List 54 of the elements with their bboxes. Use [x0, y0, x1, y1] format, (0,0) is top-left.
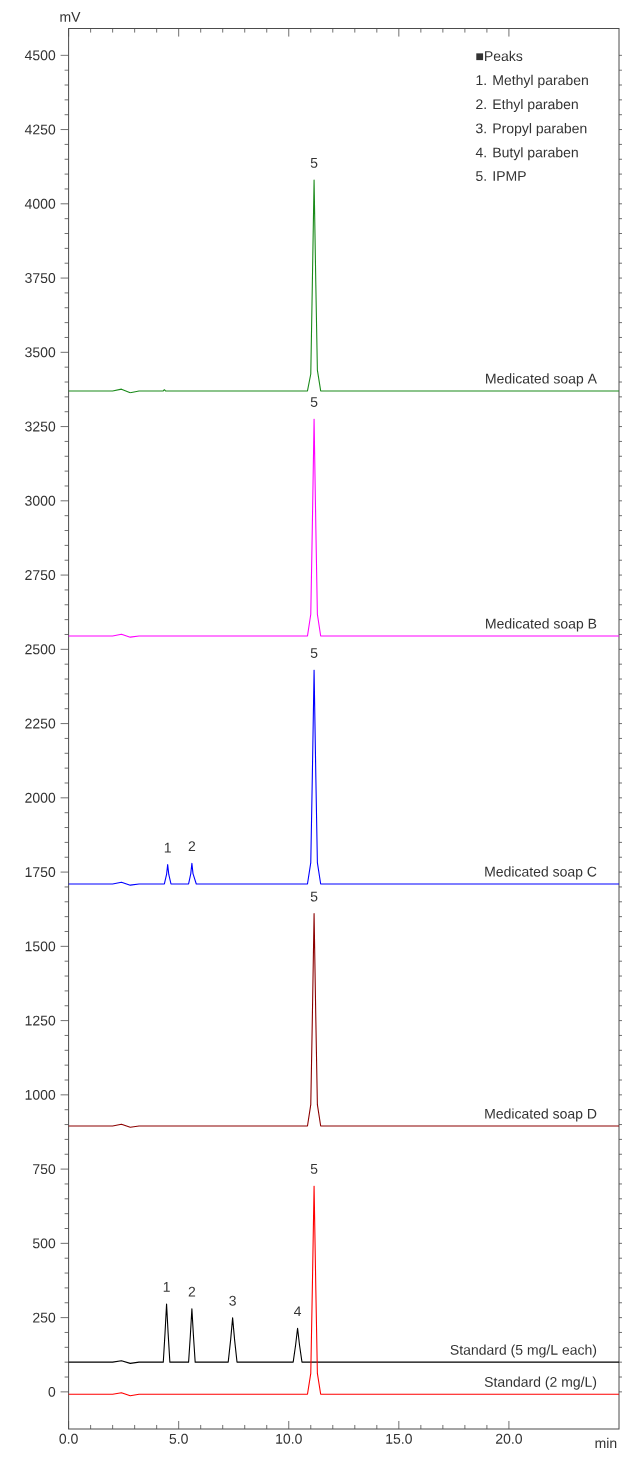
x-axis-title: min: [595, 1437, 617, 1448]
annotation: 5: [310, 648, 318, 658]
line-series: [68, 418, 619, 638]
x-tick-label: 5.0: [169, 1433, 188, 1444]
y-tick-label: 1500: [25, 941, 56, 952]
y-tick-label: 2000: [25, 792, 56, 803]
x-tick-label: 10.0: [276, 1433, 302, 1444]
y-tick-label: 4500: [24, 50, 56, 61]
line-series: [68, 179, 619, 394]
annotation: 4: [293, 1306, 302, 1317]
y-tick-label: 3750: [25, 273, 56, 284]
annotation: 5: [310, 397, 318, 407]
y-tick-label: 1250: [25, 1015, 56, 1026]
y-axis-title: mV: [60, 12, 81, 22]
annotation: 1: [163, 1282, 170, 1292]
annotation: 3. Propyl paraben: [475, 123, 587, 137]
x-tick-label: 15.0: [386, 1433, 412, 1444]
line-series: [68, 669, 619, 886]
series-label: Medicated soap B: [486, 618, 597, 632]
annotation: 5. IPMP: [476, 171, 526, 181]
y-tick-label: 4000: [24, 198, 56, 209]
y-tick-label: 1000: [25, 1089, 56, 1100]
line-series: [68, 913, 619, 1128]
series-label: Standard (5 mg/L each): [450, 1344, 597, 1358]
annotation: 5: [310, 1164, 318, 1174]
y-tick-label: 2500: [25, 644, 56, 655]
y-tick-label: 500: [32, 1238, 56, 1249]
y-tick-label: 3250: [25, 421, 56, 432]
annotation: 2: [188, 841, 196, 851]
annotation: ■Peaks: [476, 50, 523, 62]
line-series: [68, 1185, 619, 1397]
x-tick-label: 20.0: [496, 1433, 522, 1444]
y-tick-label: 250: [33, 1312, 56, 1323]
x-tick-label: 0.0: [59, 1433, 78, 1444]
y-tick-label: 3000: [25, 495, 56, 506]
annotation: 5: [310, 158, 318, 168]
series-label: Medicated soap A: [486, 373, 597, 387]
series-label: Medicated soap C: [485, 866, 597, 880]
annotation: 5: [310, 891, 318, 902]
annotation: 1. Methyl paraben: [476, 74, 588, 88]
y-tick-label: 2250: [25, 718, 56, 729]
annotation: 4. Butyl paraben: [475, 147, 578, 161]
y-tick-label: 0: [48, 1386, 56, 1397]
annotation: 2. Ethyl paraben: [476, 98, 578, 112]
series-label: Standard (2 mg/L): [484, 1376, 597, 1390]
y-tick-label: 2750: [25, 570, 56, 581]
annotation: 1: [164, 842, 171, 853]
annotation: 2: [188, 1286, 196, 1297]
y-tick-label: 750: [33, 1164, 56, 1175]
y-tick-label: 1750: [25, 867, 56, 878]
y-tick-label: 3500: [25, 347, 56, 358]
series-label: Medicated soap D: [485, 1108, 597, 1122]
annotation: 3: [229, 1295, 236, 1306]
y-tick-label: 4250: [24, 124, 56, 135]
